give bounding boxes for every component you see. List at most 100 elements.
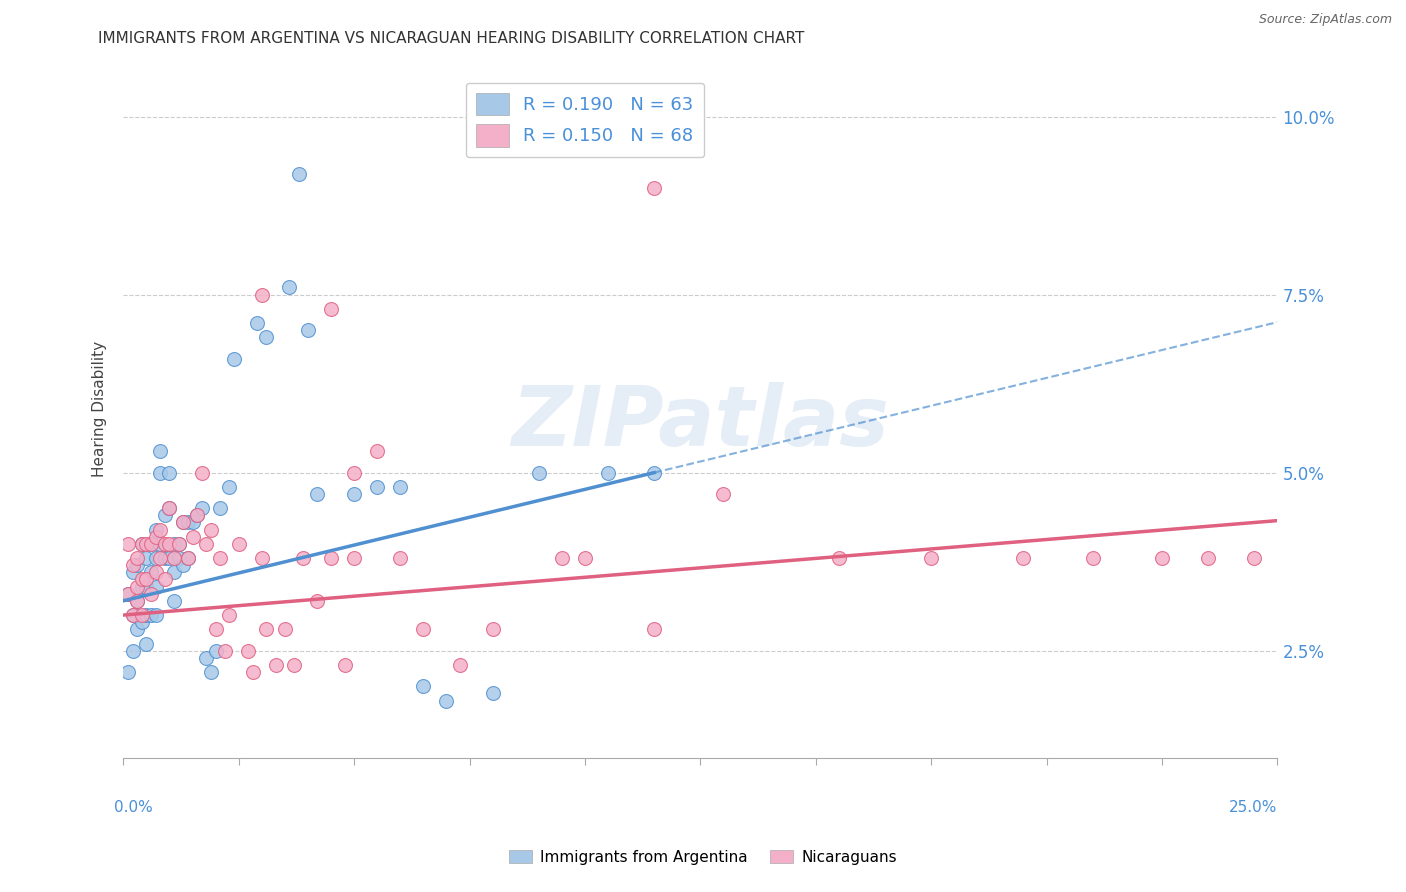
Point (436, 693, 458, 707)
Point (163, 594, 186, 608)
Point (218, 480, 240, 494)
Point (127, 594, 149, 608)
Point (200, 665, 222, 679)
Point (177, 516, 200, 530)
Point (149, 466, 172, 480)
Legend: R = 0.190   N = 63, R = 0.150   N = 68: R = 0.190 N = 63, R = 0.150 N = 68 (465, 83, 704, 157)
Point (222, 351, 245, 366)
Point (135, 636, 157, 650)
Point (145, 580, 167, 594)
Text: 0.0%: 0.0% (114, 800, 153, 815)
Point (292, 551, 315, 566)
Point (307, 594, 329, 608)
Point (172, 558, 194, 573)
Point (1012, 551, 1035, 566)
Legend: Immigrants from Argentina, Nicaraguans: Immigrants from Argentina, Nicaraguans (503, 844, 903, 871)
Point (343, 466, 366, 480)
Point (149, 523, 172, 537)
Point (145, 608, 167, 623)
Point (920, 551, 942, 566)
Point (177, 551, 200, 566)
Point (135, 551, 157, 566)
Point (250, 551, 273, 566)
Point (131, 573, 153, 587)
Point (297, 323, 319, 337)
Point (319, 301, 342, 316)
Point (139, 566, 162, 580)
Point (195, 650, 218, 665)
Point (131, 537, 153, 551)
Point (117, 587, 139, 601)
Point (596, 466, 619, 480)
Point (246, 316, 269, 330)
Point (159, 551, 181, 566)
Point (551, 551, 574, 566)
Y-axis label: Hearing Disability: Hearing Disability (93, 341, 107, 476)
Point (449, 657, 471, 672)
Point (127, 594, 149, 608)
Text: IMMIGRANTS FROM ARGENTINA VS NICARAGUAN HEARING DISABILITY CORRELATION CHART: IMMIGRANTS FROM ARGENTINA VS NICARAGUAN … (98, 31, 804, 46)
Point (167, 551, 190, 566)
Point (172, 516, 194, 530)
Point (145, 523, 167, 537)
Point (481, 623, 503, 637)
Point (153, 573, 176, 587)
Point (131, 537, 153, 551)
Point (713, 487, 735, 501)
Point (527, 466, 550, 480)
Text: ZIPatlas: ZIPatlas (512, 382, 889, 463)
Point (121, 608, 143, 623)
Point (153, 508, 176, 523)
Point (153, 537, 176, 551)
Point (121, 566, 143, 580)
Point (412, 623, 434, 637)
Point (307, 487, 329, 501)
Point (643, 466, 665, 480)
Point (145, 551, 167, 566)
Point (127, 623, 149, 637)
Point (117, 537, 139, 551)
Point (204, 643, 226, 657)
Point (264, 657, 287, 672)
Point (828, 551, 851, 566)
Point (209, 551, 232, 566)
Point (153, 551, 176, 566)
Point (135, 573, 157, 587)
Point (163, 566, 186, 580)
Point (159, 466, 181, 480)
Point (163, 537, 186, 551)
Point (366, 480, 388, 494)
Point (121, 608, 143, 623)
Point (643, 181, 665, 195)
Point (242, 665, 264, 679)
Point (139, 587, 162, 601)
Point (195, 537, 218, 551)
Point (389, 551, 412, 566)
Point (191, 466, 214, 480)
Point (181, 516, 204, 530)
Point (149, 444, 172, 458)
Point (343, 487, 366, 501)
Point (214, 643, 236, 657)
Point (287, 167, 309, 181)
Point (389, 480, 412, 494)
Point (117, 587, 139, 601)
Point (177, 551, 200, 566)
Point (149, 551, 172, 566)
Point (145, 530, 167, 544)
Point (139, 608, 162, 623)
Text: Source: ZipAtlas.com: Source: ZipAtlas.com (1258, 13, 1392, 27)
Point (149, 537, 172, 551)
Point (412, 679, 434, 693)
Point (1243, 551, 1265, 566)
Point (643, 623, 665, 637)
Point (254, 623, 277, 637)
Point (1081, 551, 1104, 566)
Point (1150, 551, 1173, 566)
Point (127, 558, 149, 573)
Point (204, 623, 226, 637)
Point (121, 558, 143, 573)
Point (127, 551, 149, 566)
Point (283, 657, 305, 672)
Point (218, 608, 240, 623)
